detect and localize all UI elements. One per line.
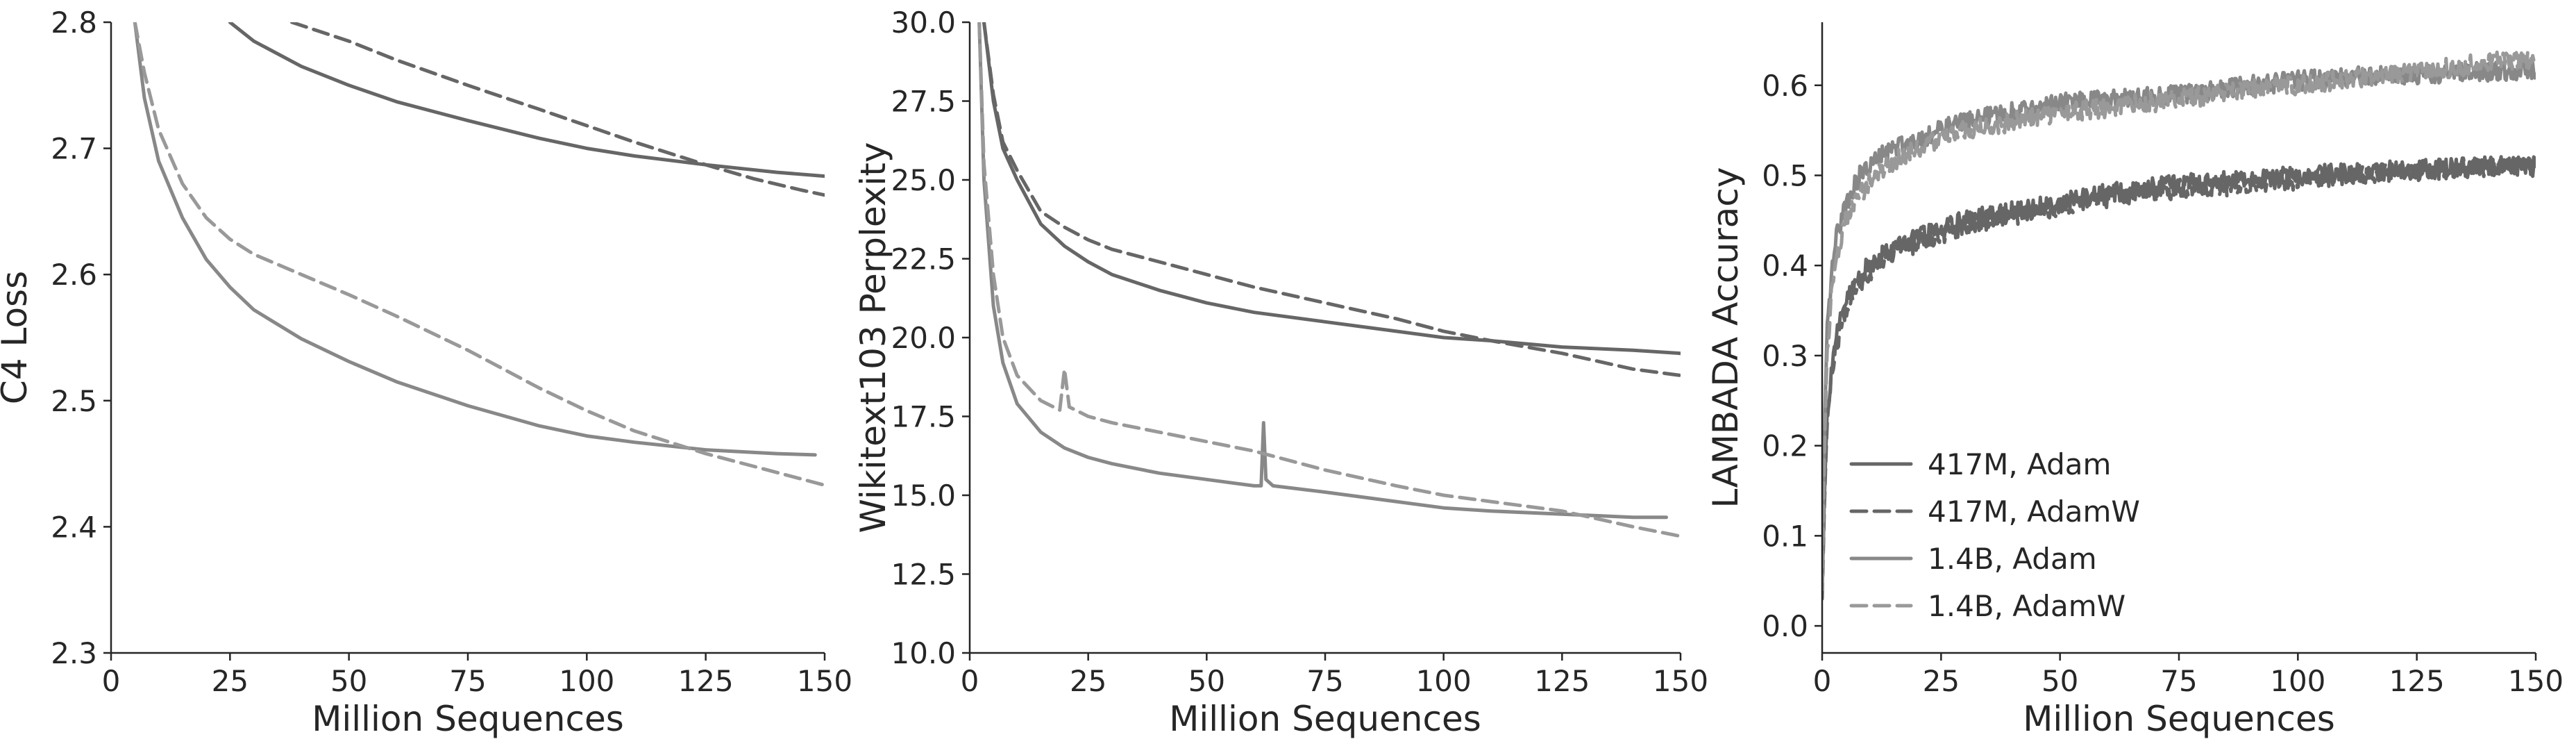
y-axis-label: LAMBADA Accuracy [1706,167,1746,508]
x-tick-label: 50 [1188,664,1225,698]
x-tick-label: 125 [678,664,734,698]
x-tick-label: 25 [212,664,249,698]
x-tick-label: 25 [1070,664,1106,698]
y-tick-label: 0.3 [1762,339,1808,373]
y-tick-label: 0.4 [1762,249,1808,283]
x-tick-label: 0 [1813,664,1832,698]
series-line-1 [1822,155,2536,601]
y-tick-label: 2.6 [51,258,97,292]
series-line-2 [133,22,817,457]
series-line-3 [133,22,825,487]
panel-wikitext103-perplexity: 0 25 50 75 100 125 150 10.0 12.5 15.0 17.5 20.0 22.5… [853,6,1708,739]
x-tick-label: 50 [330,664,367,698]
x-axis-label: Million Sequences [312,699,624,739]
y-tick-label: 0.5 [1762,159,1808,193]
series-line-0 [228,22,825,179]
y-tick-label: 0.2 [1762,429,1808,463]
x-tick-label: 75 [2160,664,2197,698]
y-tick-label: 27.5 [891,85,956,119]
series-line-1 [289,22,825,197]
y-tick-label: 20.0 [891,321,956,355]
x-tick-label: 150 [1653,664,1708,698]
x-tick-label: 125 [2389,664,2445,698]
series-line-0 [982,22,1681,356]
x-tick-label: 100 [2270,664,2325,698]
x-axis-label: Million Sequences [1169,699,1481,739]
y-tick-label: 30.0 [891,6,956,40]
y-tick-label: 2.3 [51,636,97,670]
x-tick-label: 25 [1923,664,1960,698]
x-tick-label: 0 [961,664,979,698]
series-group [133,22,825,487]
y-tick-label: 2.8 [51,6,97,40]
x-tick-label: 150 [2508,664,2564,698]
y-tick-label: 0.6 [1762,69,1808,103]
y-tick-label: 0.1 [1762,519,1808,553]
y-tick-label: 10.0 [891,636,956,670]
series-line-2 [977,22,1668,520]
x-tick-label: 125 [1534,664,1590,698]
y-axis-label: Wikitext103 Perplexity [853,142,893,533]
series-line-3 [977,22,1681,538]
panel-lambada-accuracy: 0 25 50 75 100 125 150 0.0 0.1 0.2 0.3 0.4 0.5 0.6 Mil… [1706,22,2564,739]
y-tick-label: 17.5 [891,400,956,434]
x-tick-label: 100 [559,664,614,698]
panel-c4-loss: 0 25 50 75 100 125 150 2.3 2.4 2.5 2.6 2.7 2.8 Millio… [0,6,852,739]
y-tick-label: 2.4 [51,510,97,544]
x-tick-label: 150 [797,664,852,698]
x-tick-label: 0 [102,664,121,698]
x-tick-label: 75 [1306,664,1343,698]
legend: 417M, Adam 417M, AdamW 1.4B, Adam 1.4B, Ada… [1849,447,2140,623]
y-tick-label: 0.0 [1762,609,1808,643]
x-tick-label: 75 [449,664,486,698]
x-tick-label: 50 [2042,664,2078,698]
y-tick-label: 22.5 [891,242,956,276]
series-line-1 [982,22,1681,377]
y-tick-label: 25.0 [891,163,956,197]
y-tick-label: 15.0 [891,479,956,513]
y-tick-label: 12.5 [891,558,956,592]
series-group [1822,50,2536,601]
series-group [977,22,1681,538]
legend-label: 417M, AdamW [1928,495,2140,529]
legend-label: 1.4B, Adam [1928,542,2097,576]
legend-label: 417M, Adam [1928,447,2111,481]
y-tick-label: 2.5 [51,384,97,418]
series-line-3 [1822,50,2536,592]
legend-label: 1.4B, AdamW [1928,589,2125,623]
y-axis-label: C4 Loss [0,271,35,404]
x-axis-label: Million Sequences [2023,699,2335,739]
x-tick-label: 100 [1416,664,1472,698]
y-tick-label: 2.7 [51,132,97,166]
